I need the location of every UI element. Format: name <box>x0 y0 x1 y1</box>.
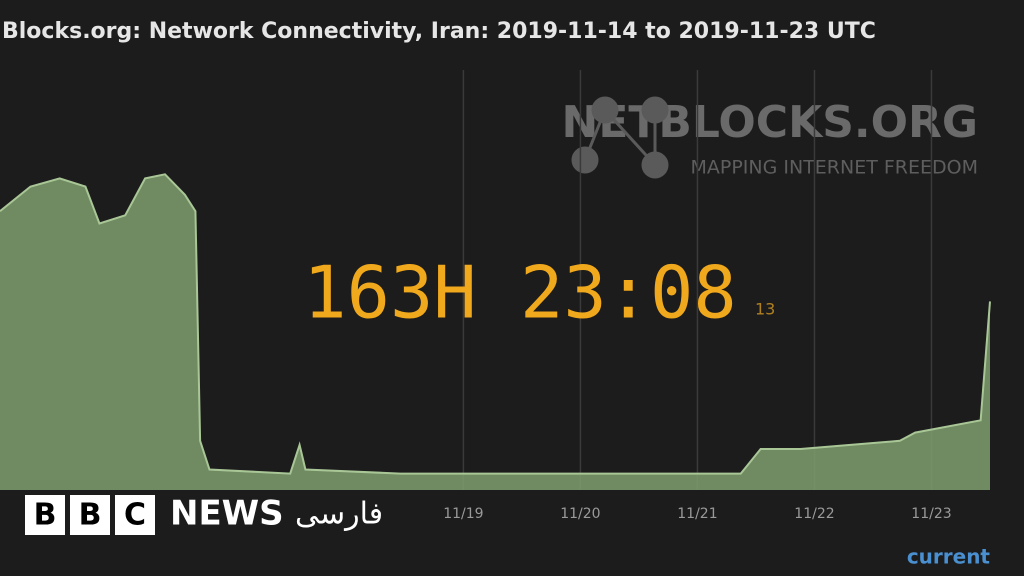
line <box>0 173 991 475</box>
x-tick-label: 11/20 <box>560 506 600 522</box>
logo-box <box>25 495 65 535</box>
x-tick-label: 11/19 <box>443 506 483 522</box>
timer-note: 13 <box>755 300 775 319</box>
area <box>0 174 990 491</box>
logo-letter: B <box>34 498 57 533</box>
chart-title: Blocks.org: Network Connectivity, Iran: … <box>2 19 876 44</box>
watermark: NETBLOCKS.ORG <box>562 97 979 148</box>
x-tick-label: 11/22 <box>794 506 834 522</box>
logo-box <box>70 495 110 535</box>
logo-letter: B <box>79 498 102 533</box>
watermark-subtitle: MAPPING INTERNET FREEDOM <box>691 157 979 179</box>
logo-language: فارسی <box>295 497 383 532</box>
x-tick-label: 11/23 <box>911 506 951 522</box>
logo-news: NEWS <box>170 494 284 534</box>
legend-label: current <box>907 545 991 569</box>
plot: 11/19 11/20 11/21 11/22 11/23 <box>0 70 991 522</box>
x-tick-label: 11/21 <box>677 506 717 522</box>
logo-letter: C <box>124 498 146 533</box>
logo-box <box>115 495 155 535</box>
timer: 163H 23:08 <box>303 251 736 335</box>
watermark-icon <box>571 96 669 179</box>
